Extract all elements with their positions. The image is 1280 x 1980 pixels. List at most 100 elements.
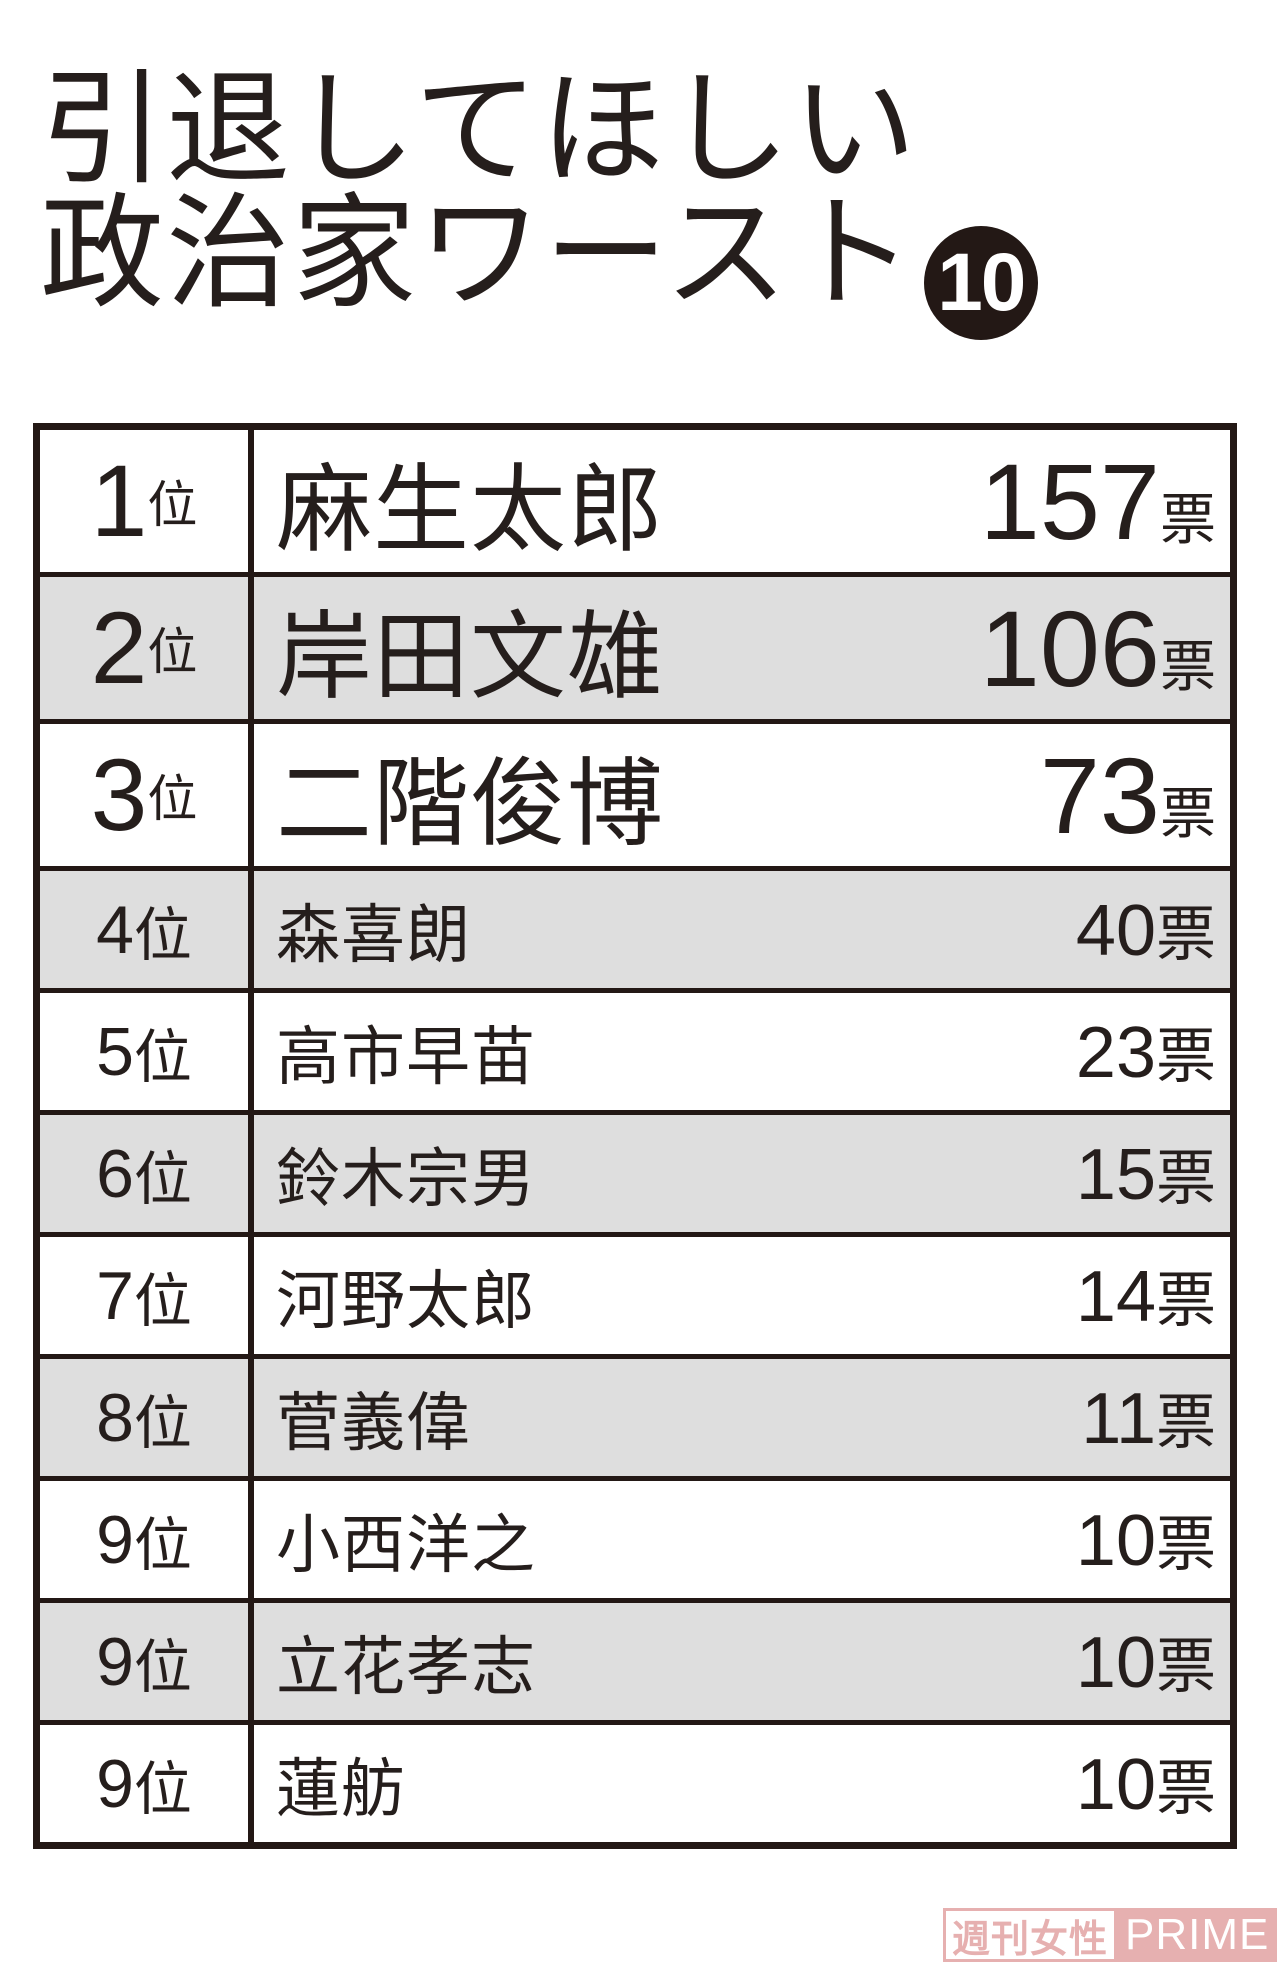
vote-number: 73 bbox=[1039, 734, 1160, 856]
vote-number: 10 bbox=[1075, 1623, 1156, 1703]
vote-suffix: 票 bbox=[1160, 781, 1216, 845]
rank-suffix: 位 bbox=[133, 1024, 192, 1090]
name-cell: 高市早苗 23 票 bbox=[254, 993, 1230, 1110]
worst-10-badge-number: 10 bbox=[937, 237, 1026, 328]
table-row: 9 位蓮舫 10 票 bbox=[40, 1725, 1230, 1842]
vote-count: 11 票 bbox=[1081, 1374, 1216, 1461]
vote-count: 10 票 bbox=[1076, 1496, 1216, 1583]
name-cell: 麻生太郎 157 票 bbox=[254, 430, 1230, 572]
vote-number: 15 bbox=[1075, 1135, 1156, 1215]
vote-count: 10 票 bbox=[1076, 1740, 1216, 1827]
table-row: 3 位二階俊博 73 票 bbox=[40, 724, 1230, 871]
name-cell: 鈴木宗男 15 票 bbox=[254, 1115, 1230, 1232]
vote-suffix: 票 bbox=[1156, 901, 1216, 968]
title-line-1-text: 引退してほしい bbox=[40, 61, 919, 199]
politician-name: 立花孝志 bbox=[276, 1630, 536, 1703]
table-row: 6 位鈴木宗男 15 票 bbox=[40, 1115, 1230, 1237]
vote-count: 14 票 bbox=[1076, 1252, 1216, 1339]
vote-count: 40 票 bbox=[1076, 886, 1216, 973]
rank-suffix: 位 bbox=[133, 1390, 192, 1456]
table-row: 8 位菅義偉 11 票 bbox=[40, 1359, 1230, 1481]
rank-suffix: 位 bbox=[133, 902, 192, 968]
vote-suffix: 票 bbox=[1156, 1267, 1216, 1334]
name-cell: 小西洋之 10 票 bbox=[254, 1481, 1230, 1598]
vote-suffix: 票 bbox=[1156, 1755, 1216, 1822]
vote-number: 14 bbox=[1075, 1257, 1156, 1337]
table-row: 9 位小西洋之 10 票 bbox=[40, 1481, 1230, 1603]
worst-10-badge: 10 bbox=[923, 226, 1038, 340]
vote-number: 10 bbox=[1075, 1501, 1156, 1581]
title-line-2: 政治家ワースト 10 bbox=[40, 192, 1038, 340]
vote-number: 40 bbox=[1075, 891, 1156, 971]
rank-number: 7 bbox=[96, 1257, 134, 1334]
politician-name: 二階俊博 bbox=[276, 750, 664, 858]
rank-suffix: 位 bbox=[133, 1634, 192, 1700]
vote-count: 15 票 bbox=[1076, 1130, 1216, 1217]
vote-suffix: 票 bbox=[1160, 634, 1216, 698]
politician-name: 鈴木宗男 bbox=[276, 1142, 536, 1215]
rank-suffix: 位 bbox=[147, 624, 198, 680]
vote-number: 23 bbox=[1075, 1013, 1156, 1093]
vote-number: 10 bbox=[1075, 1745, 1156, 1825]
rank-number: 9 bbox=[96, 1745, 134, 1822]
vote-suffix: 票 bbox=[1156, 1633, 1216, 1700]
vote-count: 73 票 bbox=[1040, 733, 1216, 858]
rank-suffix: 位 bbox=[133, 1512, 192, 1578]
politician-name: 麻生太郎 bbox=[276, 456, 664, 564]
vote-count: 10 票 bbox=[1076, 1618, 1216, 1705]
table-row: 5 位高市早苗 23 票 bbox=[40, 993, 1230, 1115]
rank-number: 2 bbox=[90, 590, 148, 705]
name-cell: 蓮舫 10 票 bbox=[254, 1725, 1230, 1842]
vote-suffix: 票 bbox=[1156, 1145, 1216, 1212]
name-cell: 森喜朗 40 票 bbox=[254, 871, 1230, 988]
shukan-josei-prime-logo: 週刊女性 PRIME bbox=[943, 1908, 1278, 1962]
table-row: 9 位立花孝志 10 票 bbox=[40, 1603, 1230, 1725]
vote-count: 23 票 bbox=[1076, 1008, 1216, 1095]
vote-number: 157 bbox=[979, 440, 1160, 562]
name-cell: 菅義偉 11 票 bbox=[254, 1359, 1230, 1476]
table-row: 4 位森喜朗 40 票 bbox=[40, 871, 1230, 993]
title-line-2-text: 政治家ワースト bbox=[40, 185, 916, 323]
ranking-table: 1 位麻生太郎 157 票 2 位岸田文雄 106 票 3 位二階俊博 73 票 4 位森喜朗 40 票 5 位高… bbox=[33, 423, 1237, 1849]
rank-suffix: 位 bbox=[147, 477, 198, 533]
rank-number: 4 bbox=[96, 891, 134, 968]
vote-number: 11 bbox=[1081, 1379, 1156, 1459]
table-row: 7 位河野太郎 14 票 bbox=[40, 1237, 1230, 1359]
politician-name: 岸田文雄 bbox=[276, 603, 664, 711]
prime-logo-text: PRIME bbox=[1117, 1908, 1278, 1962]
table-row: 2 位岸田文雄 106 票 bbox=[40, 577, 1230, 724]
vote-suffix: 票 bbox=[1156, 1389, 1216, 1456]
politician-name: 森喜朗 bbox=[276, 898, 471, 971]
rank-number: 9 bbox=[96, 1623, 134, 1700]
name-cell: 岸田文雄 106 票 bbox=[254, 577, 1230, 719]
politician-name: 菅義偉 bbox=[276, 1386, 471, 1459]
vote-number: 106 bbox=[979, 587, 1160, 709]
shukan-josei-logo-text: 週刊女性 bbox=[943, 1908, 1118, 1962]
vote-suffix: 票 bbox=[1156, 1023, 1216, 1090]
title-line-1: 引退してほしい bbox=[40, 68, 1038, 192]
name-cell: 立花孝志 10 票 bbox=[254, 1603, 1230, 1720]
name-cell: 二階俊博 73 票 bbox=[254, 724, 1230, 866]
rank-number: 8 bbox=[96, 1379, 134, 1456]
rank-number: 1 bbox=[90, 443, 148, 558]
page-title: 引退してほしい 政治家ワースト 10 bbox=[40, 68, 1038, 340]
vote-count: 157 票 bbox=[980, 439, 1216, 564]
rank-suffix: 位 bbox=[133, 1146, 192, 1212]
politician-name: 蓮舫 bbox=[276, 1752, 406, 1825]
name-cell: 河野太郎 14 票 bbox=[254, 1237, 1230, 1354]
rank-number: 9 bbox=[96, 1501, 134, 1578]
vote-suffix: 票 bbox=[1160, 487, 1216, 551]
table-row: 1 位麻生太郎 157 票 bbox=[40, 430, 1230, 577]
rank-number: 3 bbox=[90, 737, 148, 852]
